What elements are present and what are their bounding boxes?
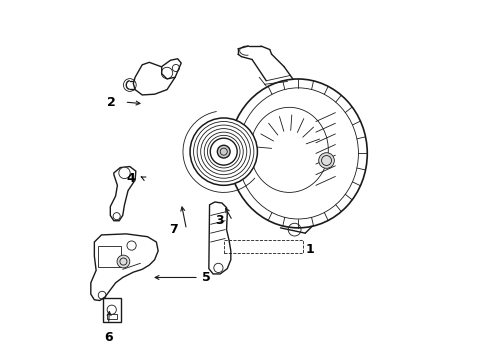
- Text: 6: 6: [104, 330, 113, 344]
- Ellipse shape: [238, 88, 358, 219]
- Text: 3: 3: [215, 214, 224, 227]
- Text: 4: 4: [126, 172, 135, 185]
- Polygon shape: [110, 167, 136, 221]
- Circle shape: [190, 118, 257, 185]
- Circle shape: [318, 153, 334, 168]
- Circle shape: [117, 255, 130, 268]
- Text: 2: 2: [107, 95, 116, 108]
- Circle shape: [119, 167, 130, 179]
- Text: 1: 1: [305, 243, 314, 256]
- Polygon shape: [162, 59, 181, 79]
- Bar: [224, 240, 303, 253]
- Circle shape: [218, 145, 230, 158]
- Polygon shape: [209, 202, 231, 274]
- Bar: [98, 246, 121, 267]
- Polygon shape: [91, 234, 158, 301]
- Ellipse shape: [229, 79, 368, 228]
- Polygon shape: [133, 62, 175, 95]
- Ellipse shape: [250, 107, 328, 192]
- Text: 5: 5: [202, 271, 211, 284]
- Text: 7: 7: [169, 223, 178, 236]
- Bar: [107, 314, 117, 319]
- Bar: [102, 298, 121, 322]
